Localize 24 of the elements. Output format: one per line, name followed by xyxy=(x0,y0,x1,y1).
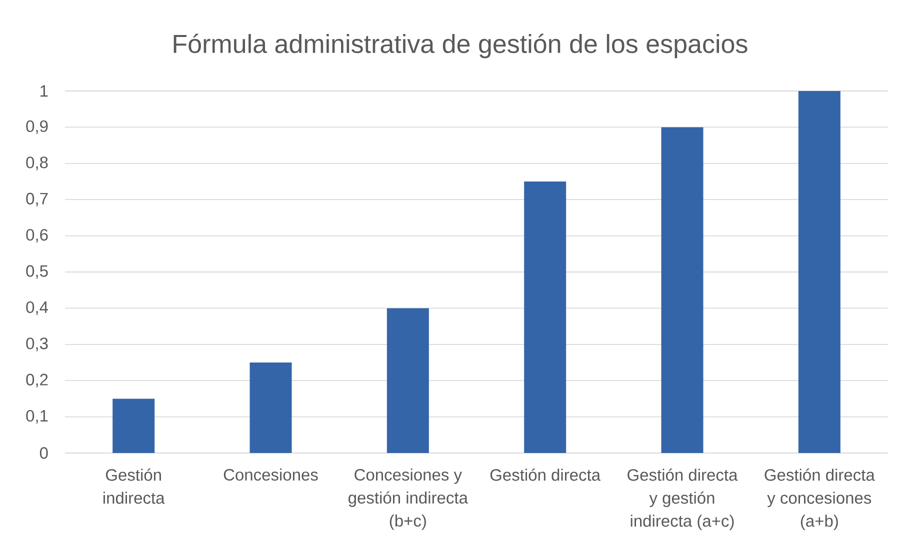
y-tick-label: 0,6 xyxy=(26,228,48,243)
x-tick-label: Concesiones y gestión indirecta (b+c) xyxy=(348,468,468,530)
x-tick-label: Gestión indirecta xyxy=(104,468,165,504)
x-tick-label: Gestión directa y gestión indirecta (a+c) xyxy=(628,468,738,530)
y-tick-label: 0 xyxy=(40,447,48,459)
y-tick-label: 0,3 xyxy=(26,338,48,352)
bar xyxy=(798,90,840,453)
x-tick-label: Gestión directa xyxy=(490,468,601,481)
bar xyxy=(661,127,704,453)
y-tick-label: 0,9 xyxy=(26,120,48,134)
y-tick-label: 0,2 xyxy=(26,374,48,388)
x-tick-label: Concesiones xyxy=(224,468,318,481)
x-tick-label: Gestión directa y concesiones (a+b) xyxy=(764,468,875,530)
y-tick-label: 0,4 xyxy=(26,301,48,316)
y-tick-label: 0,1 xyxy=(26,410,48,424)
y-tick-label: 0,8 xyxy=(26,156,48,170)
bar xyxy=(112,398,155,453)
y-tick-label: 1 xyxy=(40,85,48,97)
bar xyxy=(250,362,292,453)
bar xyxy=(524,181,566,453)
chart-title: Fórmula administrativa de gestión de los espacios xyxy=(174,34,748,58)
y-tick-label: 0,5 xyxy=(26,265,48,279)
bar xyxy=(386,308,429,453)
y-tick-label: 0,7 xyxy=(26,192,48,206)
